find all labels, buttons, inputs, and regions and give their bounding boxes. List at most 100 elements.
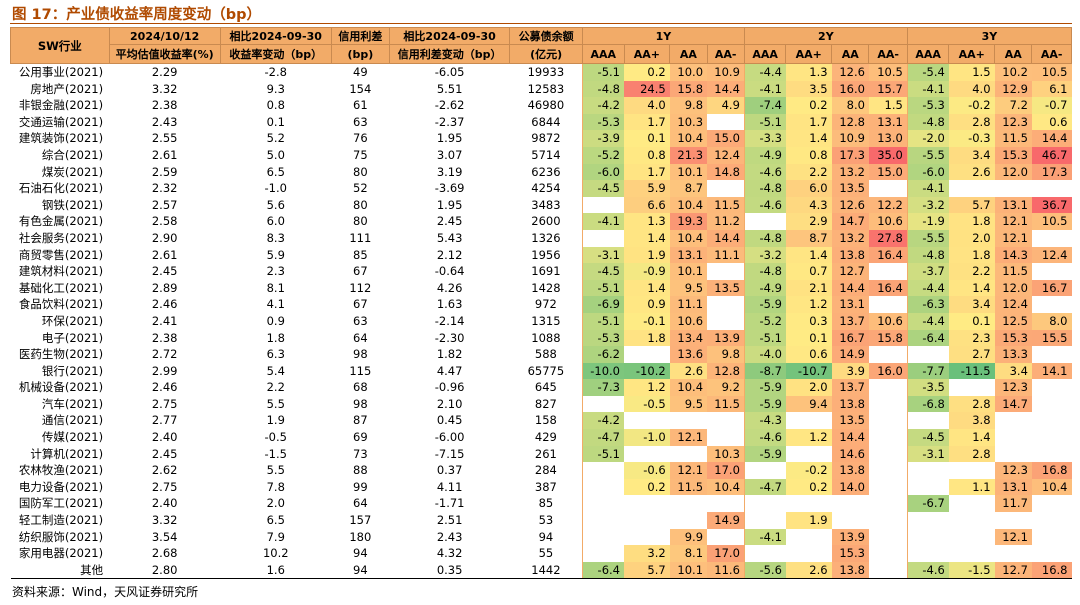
y2-aa-minus-cell: 15.0 [868,163,908,181]
y1-aa-cell: 19.3 [669,213,708,230]
spread-change-cell: 1.95 [436,197,463,212]
y3-aa-plus-cell: 2.8 [948,113,995,131]
y2-aa-plus-cell: 0.6 [785,346,832,363]
yield-change-cell: 0.1 [266,114,285,129]
y2-aa-minus-cell: 27.8 [868,229,908,247]
balance-cell: 588 [534,347,557,362]
y2-aa-plus-cell: 0.2 [785,97,832,114]
spread-change-cell: -2.30 [434,330,465,345]
y1-aaa-cell: -4.5 [581,263,624,280]
y3-aa-minus-cell: 14.4 [1031,130,1072,147]
header-rating-aa: AA [831,44,870,64]
y1-aa-cell: 13.1 [669,246,708,264]
y2-aa-cell: 12.7 [831,263,869,280]
y1-aa-cell: 9.9 [669,528,708,546]
y3-aaa-cell: -4.6 [906,561,949,580]
table-row: 非银金融(2021) 2.38 0.8 61 -2.62 46980 -4.2 4.0 9.8 4… [11,97,1072,114]
table-row: 有色金属(2021) 2.58 6.0 80 2.45 2600 -4.1 1.3 19.3 11… [11,213,1072,230]
spread-change-cell: -2.37 [434,114,465,129]
y2-aa-plus-cell: 0.1 [785,329,832,347]
table-row: 通信(2021) 2.77 1.9 87 0.45 158 -4.2 -4.3 13.5 3.8 [11,412,1072,430]
y3-aa-minus-cell [1032,180,1072,197]
yield-change-cell: 5.4 [266,363,285,378]
spread-change-cell: -0.96 [434,380,465,395]
balance-cell: 645 [534,380,557,395]
credit-spread-cell: 64 [353,330,368,345]
y1-aa-minus-cell: 4.9 [707,97,745,114]
credit-spread-cell: 157 [349,513,372,528]
y2-aa-cell: 13.5 [831,180,869,197]
y1-aaa-cell [581,512,624,529]
industry-name-cell: 煤炭(2021) [41,164,104,179]
balance-cell: 94 [538,529,554,544]
y1-aa-plus-cell [624,446,670,463]
credit-spread-cell: 64 [353,496,368,511]
y2-aa-minus-cell [869,446,907,463]
y2-aaa-cell [743,495,786,513]
y2-aa-cell: 13.9 [831,528,869,546]
y1-aa-minus-cell: 12.8 [707,362,745,380]
avg-yield-cell: 2.72 [151,347,178,362]
y1-aa-minus-cell [707,313,744,330]
y1-aa-minus-cell: 17.0 [707,545,745,562]
y1-aaa-cell [581,478,624,496]
y1-aa-minus-cell: 14.4 [707,229,745,247]
yield-change-cell: -0.5 [264,430,287,445]
spread-change-cell: 5.51 [436,81,463,96]
y3-aa-plus-cell: 3.8 [948,412,995,430]
y3-aa-cell [995,180,1032,197]
yield-change-cell: 8.1 [266,280,285,295]
y1-aa-plus-cell: 1.9 [624,246,670,264]
credit-spread-cell: 63 [353,114,368,129]
header-change-ref: 相比2024-09-30 [219,27,332,45]
credit-spread-cell: 67 [353,264,368,279]
balance-cell: 46980 [527,98,565,113]
avg-yield-cell: 2.80 [109,561,221,580]
y3-aa-cell: 11.5 [994,130,1032,147]
y2-aa-plus-cell: 4.3 [785,196,832,214]
spread-change-cell: 2.43 [436,529,463,544]
y2-aa-minus-cell: 16.0 [868,362,908,380]
y2-aaa-cell: -4.9 [743,279,786,297]
industry-name-cell: 传媒(2021) [41,430,104,445]
y1-aa-cell: 10.1 [669,163,708,181]
y3-aa-cell: 11.7 [994,495,1032,513]
y1-aa-cell: 11.5 [669,478,708,496]
industry-name-cell: 医药生物(2021) [18,347,104,362]
y1-aa-plus-cell [624,512,670,529]
spread-change-cell: 0.37 [436,463,463,478]
y2-aa-minus-cell [869,396,907,413]
y2-aaa-cell: -5.9 [743,379,786,396]
industry-name-cell: 纺织服饰(2021) [18,529,104,544]
table-row: 钢铁(2021) 2.57 5.6 80 1.95 3483 6.6 10.4 11.5 -4.6… [11,196,1072,214]
y3-aa-cell: 12.3 [994,379,1032,396]
spread-change-cell: -2.62 [434,98,465,113]
y3-aa-minus-cell: 36.7 [1031,196,1072,214]
y2-aa-cell: 3.9 [831,362,869,380]
yield-change-cell: 2.3 [266,264,285,279]
industry-name-cell: 商贸零售(2021) [18,247,104,262]
y1-aa-minus-cell: 13.5 [707,279,745,297]
yield-change-cell: 0.9 [266,313,285,328]
yield-change-cell: 5.9 [266,247,285,262]
yield-change-cell: 5.6 [266,197,285,212]
spread-change-cell: -2.14 [434,313,465,328]
table-row: 基础化工(2021) 2.89 8.1 112 4.26 1428 -5.1 1.4 9.5 13… [11,279,1072,297]
y3-aa-cell: 12.1 [994,229,1032,247]
y1-aa-cell: 13.6 [669,346,708,363]
industry-name-cell: 非银金融(2021) [18,98,104,113]
yield-change-cell: -1.0 [264,181,287,196]
yield-change-cell: 6.5 [266,513,285,528]
y1-aa-plus-cell: 6.6 [624,196,670,214]
y2-aa-minus-cell: 15.8 [868,329,908,347]
y3-aaa-cell [906,412,949,430]
table-row: 社会服务(2021) 2.90 8.3 111 5.43 1326 1.4 10.4 14.4-… [11,229,1072,247]
y3-aa-cell: 12.0 [994,279,1032,297]
y1-aaa-cell: -5.3 [581,329,624,347]
avg-yield-cell: 2.89 [151,280,178,295]
header-rating-aaa: AAA [581,44,625,64]
y1-aa-cell: 10.1 [669,263,708,280]
spread-change-cell: 1.63 [436,297,463,312]
y3-aa-minus-cell: 10.5 [1031,213,1072,230]
y3-aa-minus-cell [1032,346,1072,363]
